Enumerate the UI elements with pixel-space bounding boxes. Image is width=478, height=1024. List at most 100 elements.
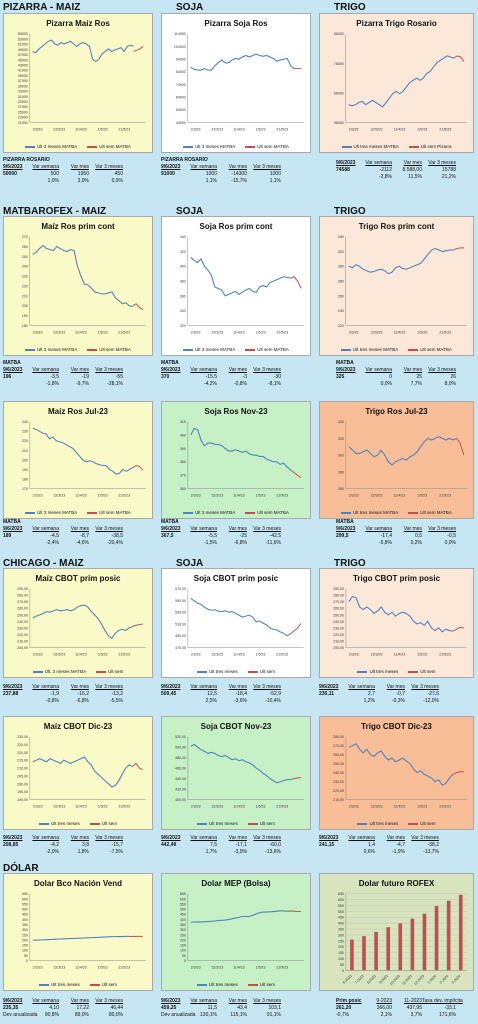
stats-row-pct: -2,0% 1,8% -7,5%	[3, 849, 123, 856]
chart-legend: Ult tres meses Ult sem	[4, 982, 152, 987]
stats-cell: -30	[273, 374, 281, 380]
x-tick-label: 22/3/23	[211, 330, 223, 334]
y-tick-label: 450	[338, 916, 344, 920]
stats-row-val: 74588 -2112 8.588,00 15788	[336, 167, 456, 174]
x-tick-label: 22/3/23	[371, 493, 383, 497]
stats-cell: Var mes	[228, 684, 247, 690]
stats-table-dolar-futuro: Prim posic 9-2023 11-2023Tasa dev. implíci…	[336, 998, 463, 1019]
y-tick-label: 230,00	[333, 780, 344, 784]
legend-entry: Ult tres meses	[196, 669, 238, 674]
x-tick-label: 3-2024	[451, 974, 462, 985]
stats-row-head: 9/6/2023 Var semana Var mes Var 3 meses	[3, 835, 123, 842]
legend-label: Ult 3 meses MATBA	[37, 510, 78, 515]
series-line-main	[32, 244, 133, 308]
chart-legend: Ult tres meses Ult sem	[162, 669, 310, 674]
y-tick-label: 150	[22, 944, 28, 948]
chart-legend: Ult 3 meses MATBA Ult sem MATBA	[4, 510, 152, 515]
y-tick-label: 84000	[176, 70, 186, 74]
stats-cell: 17,22	[76, 1005, 89, 1011]
stats-cell: -0,3%	[391, 698, 405, 704]
x-tick-label: 11/4/23	[75, 127, 87, 131]
y-tick-label: 270,00	[333, 600, 344, 604]
stats-cell: Var 3 meses	[428, 367, 456, 373]
stats-table-trigo-jul: 9/6/2023 Var semana Var mes Var 3 meses 299,…	[336, 526, 456, 547]
stats-caption: PIZARRA ROSARIO	[161, 157, 208, 163]
y-tick-label: 360	[180, 294, 186, 298]
x-tick-label: 1/5/23	[417, 493, 427, 497]
section-header-pizarra-soja: SOJA	[176, 2, 204, 13]
y-tick-label: 200	[338, 945, 344, 949]
stats-table-cbot-maiz-dic: 9/6/2023 Var semana Var mes Var 3 meses 208,…	[3, 835, 123, 856]
y-tick-label: 31000	[18, 95, 28, 99]
stats-cell: 3,9%	[77, 178, 89, 184]
stats-cell: -16,2	[77, 691, 89, 697]
stats-row-head: 9/6/2023 Var semana Var mes Var 3 meses	[319, 684, 439, 691]
legend-entry: Ult 3 meses MATBA	[25, 510, 77, 515]
stats-row-head: 9/6/2023 Var semana Var mes Var 3 meses	[161, 684, 281, 691]
stats-row-head: 9/6/2023 Var semana Var mes Var 3 meses	[161, 526, 281, 533]
y-tick-label: 250	[22, 933, 28, 937]
stats-cell: -4,5	[50, 533, 59, 539]
stats-cell: -15,5	[205, 374, 217, 380]
legend-entry: Ult tres meses	[38, 821, 80, 826]
section-header-matba-trigo: TRIGO	[334, 206, 366, 217]
y-tick-label: 280,00	[333, 735, 344, 739]
x-tick-label: 10-2023	[389, 974, 401, 986]
chart-svg: 340 320 300 280 260 240 220 2/3/23 22/3/23 11/4/2…	[338, 235, 467, 334]
y-tick-label: 200,00	[17, 782, 28, 786]
y-tick-label: 55000	[18, 32, 28, 36]
x-tick-label: 22/3/23	[53, 330, 65, 334]
y-tick-label: 650	[338, 892, 344, 896]
stats-cell: 1000	[269, 171, 281, 177]
stats-row-pct: -4,2% -0,8% -8,1%	[161, 381, 281, 388]
chart-panel-trigo-jul: Trigo Ros Jul-23 340 320 300 280 260 2/3/23 22/…	[319, 401, 474, 519]
stats-caption: MATBA	[336, 360, 354, 366]
y-tick-label: 240	[338, 309, 344, 313]
y-tick-label: 225,00	[17, 743, 28, 747]
x-tick-label: 1/5/23	[98, 652, 108, 656]
y-tick-label: 100	[180, 949, 186, 953]
stats-row-val: 235,35 4,10 17,22 46,44	[3, 1005, 123, 1012]
stats-cell: Var mes	[70, 835, 89, 841]
stats-row-pct: 0,0% 7,7% 8,0%	[336, 381, 456, 388]
stats-cell: -0,5	[447, 533, 456, 539]
y-tick-label: 270	[22, 235, 28, 239]
y-tick-label: 300	[180, 928, 186, 932]
stats-row-head: 9/6/2023 Var semana Var mes Var 3 meses	[3, 367, 123, 374]
y-tick-label: 114000	[174, 32, 186, 36]
legend-entry: Ult sem Pizarra	[408, 144, 451, 149]
stats-caption: MATBA	[161, 360, 179, 366]
series-line-last	[290, 276, 302, 289]
legend-label: Ult sem	[420, 669, 436, 674]
legend-swatch	[245, 349, 256, 351]
y-tick-label: 94000	[176, 58, 186, 62]
stats-cell: 230,11	[319, 691, 335, 697]
legend-entry: Ult 3 meses MATBA	[25, 347, 77, 352]
x-tick-label: 22/3/23	[211, 965, 223, 969]
x-tick-label: 1/5/23	[98, 804, 108, 808]
stats-cell: 9/6/2023	[3, 164, 23, 170]
x-tick-label: 21/5/23	[118, 127, 130, 131]
stats-cell: -4,7	[396, 842, 405, 848]
legend-swatch	[245, 146, 256, 148]
y-tick-label: 250	[338, 939, 344, 943]
bar	[422, 913, 427, 971]
stats-cell: -15,7%	[231, 178, 247, 184]
x-tick-label: 2/3/23	[33, 493, 43, 497]
y-tick-label: 520,00	[175, 735, 186, 739]
x-tick-label: 12-2023	[413, 974, 425, 986]
y-tick-label: 500,00	[175, 746, 186, 750]
legend-label: Ult sem	[420, 821, 436, 826]
stats-cell: -2,0%	[45, 849, 59, 855]
stats-cell: 9/6/2023	[161, 998, 181, 1004]
stats-cell: -4,2%	[203, 381, 217, 387]
stats-row-head: 9/6/2023 Var semana Var mes Var 3 meses	[336, 367, 456, 374]
chart-legend: Ult 3 meses MATBA Ult sem MATBA	[162, 510, 310, 515]
x-tick-label: 1/5/23	[256, 330, 266, 334]
stats-cell: 7,7%	[410, 381, 422, 387]
y-tick-label: 300	[22, 928, 28, 932]
x-tick-label: 11/4/23	[75, 965, 87, 969]
stats-row-head: 9/6/2023 Var semana Var mes Var 3 meses	[336, 160, 456, 167]
stats-row-pct: -1,5% -6,8% -11,6%	[161, 540, 281, 547]
stats-cell: 11,5%	[408, 174, 422, 180]
